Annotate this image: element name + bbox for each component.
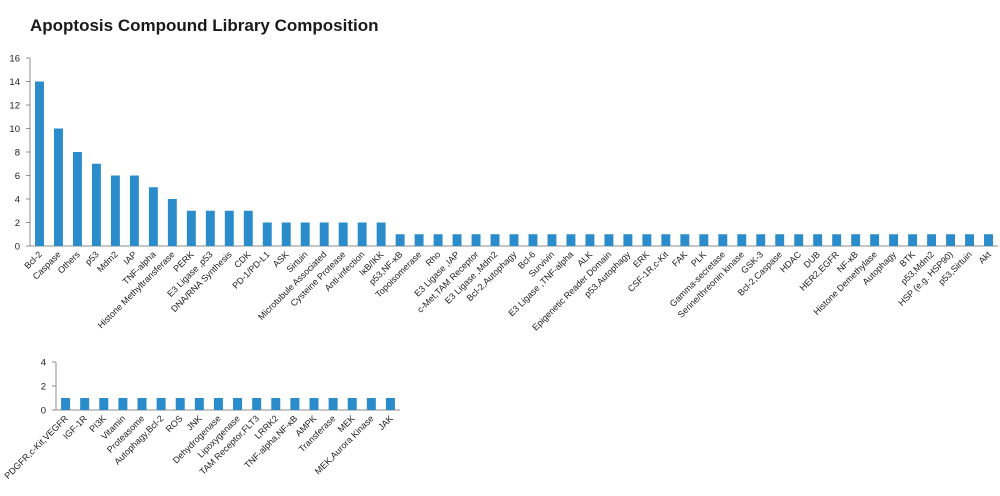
bar-bcl-6 (528, 234, 538, 246)
bar-dub (813, 234, 823, 246)
bar-plk (699, 234, 709, 246)
category-label: Others (56, 249, 83, 276)
bar-alk (585, 234, 595, 246)
category-label: JAK (376, 413, 395, 432)
bar-bcl-2 (35, 81, 44, 246)
bar-lipoxygenase (233, 398, 243, 410)
bar-e3-ligase-mdm2 (490, 234, 500, 246)
bar-others (72, 152, 82, 246)
bar-vitamin (118, 398, 128, 410)
bar-e3-ligase-iap (452, 234, 462, 246)
category-label: ROS (164, 413, 185, 434)
bar-caspase (54, 128, 63, 246)
y-tick-label: 12 (9, 101, 20, 112)
y-tick-label: 4 (15, 195, 20, 206)
bar-bcl-2-autophagy (509, 234, 519, 246)
category-label: Mdm2 (95, 249, 120, 274)
bar-ask (281, 222, 291, 246)
bar-p53 (91, 163, 101, 246)
y-tick-label: 2 (41, 382, 46, 393)
bar-ros (175, 398, 185, 410)
bar-btk (908, 234, 918, 246)
bar-tnf-alpha (148, 187, 158, 246)
bar-tam-receptor-flt3 (252, 398, 262, 410)
y-tick-label: 14 (9, 77, 20, 88)
bar-cysteine-protease (338, 222, 348, 246)
bar-bcl-2-caspase (775, 234, 785, 246)
y-tick-label: 0 (15, 242, 20, 253)
bar-lrrk2 (271, 398, 281, 410)
bar-histone-methyltransferase (167, 199, 177, 246)
bar-i-b-ikk (376, 222, 386, 246)
bar-mdm2 (110, 175, 120, 246)
bar-transferase (328, 398, 338, 410)
bar-gsk-3 (756, 234, 766, 246)
bar-proteasome (137, 398, 147, 410)
bar-akt (984, 234, 993, 246)
bar-p53-nf-b (395, 234, 405, 246)
bar-pi3k (99, 398, 109, 410)
bar-microtubule-associated (319, 222, 329, 246)
category-label: HDAC (778, 249, 803, 274)
chart-2: 024PDGFR,c-Kit,VEGFRIGF-1RPI3KVitaminPro… (2, 358, 400, 481)
bar-erk (642, 234, 652, 246)
bar-e3-ligase-p53 (205, 210, 215, 246)
category-label: FAK (670, 249, 689, 268)
bar-epigenetic-reader-domain (604, 234, 614, 246)
bar-iap (129, 175, 139, 246)
bar-p53-sirtuin (965, 234, 974, 246)
y-tick-label: 0 (41, 406, 46, 417)
bar-topoisomerase (414, 234, 424, 246)
bar-autophagy-bcl-2 (156, 398, 166, 410)
bar-c-met-tam-receptor (471, 234, 481, 246)
bar-serine-threonin-kinase (737, 234, 747, 246)
bar-sirtuin (300, 222, 310, 246)
bar-autophagy (889, 234, 899, 246)
category-label: PDGFR,c-Kit,VEGFR (2, 413, 70, 481)
page-title: Apoptosis Compound Library Composition (30, 16, 379, 35)
bar-p53-mdm2 (927, 234, 937, 246)
y-tick-label: 16 (9, 54, 20, 65)
bar-hdac (794, 234, 804, 246)
bar-ampk (309, 398, 319, 410)
bar-her2-egfr (832, 234, 842, 246)
y-tick-label: 10 (9, 124, 20, 135)
bar-pd-1-pd-l1 (262, 222, 272, 246)
bar-fak (680, 234, 690, 246)
bar-tnf-alpha-nf-b (290, 398, 300, 410)
bar-anti-infection (357, 222, 367, 246)
y-tick-label: 4 (41, 358, 46, 369)
bar-igf-1r (80, 398, 90, 410)
bar-jnk (194, 398, 204, 410)
y-tick-label: 2 (15, 218, 20, 229)
bar-nf-b (851, 234, 861, 246)
bar-perk (186, 210, 196, 246)
y-tick-label: 8 (15, 148, 20, 159)
bar-histone-demethylase (870, 234, 880, 246)
bar-gamma-secretase (718, 234, 728, 246)
bar-pdgfr-c-kit-vegfr (61, 398, 71, 410)
bar-p53-autophagy (623, 234, 633, 246)
bar-dehydrogenase (213, 398, 223, 410)
y-tick-label: 6 (15, 171, 20, 182)
bar-e3-ligase-tnf-alpha (566, 234, 576, 246)
category-label: Akt (977, 249, 994, 266)
bar-jak (385, 398, 395, 410)
bar-survivin (547, 234, 557, 246)
bar-csf-1r-c-kit (661, 234, 671, 246)
bar-dna-rna-synthesis (224, 210, 234, 246)
bar-mek-aurora-kinase (366, 398, 376, 410)
bar-hsp-e-g-hsp90 (946, 234, 956, 246)
bar-mek (347, 398, 357, 410)
bar-cdk (243, 210, 253, 246)
bar-rho (433, 234, 443, 246)
